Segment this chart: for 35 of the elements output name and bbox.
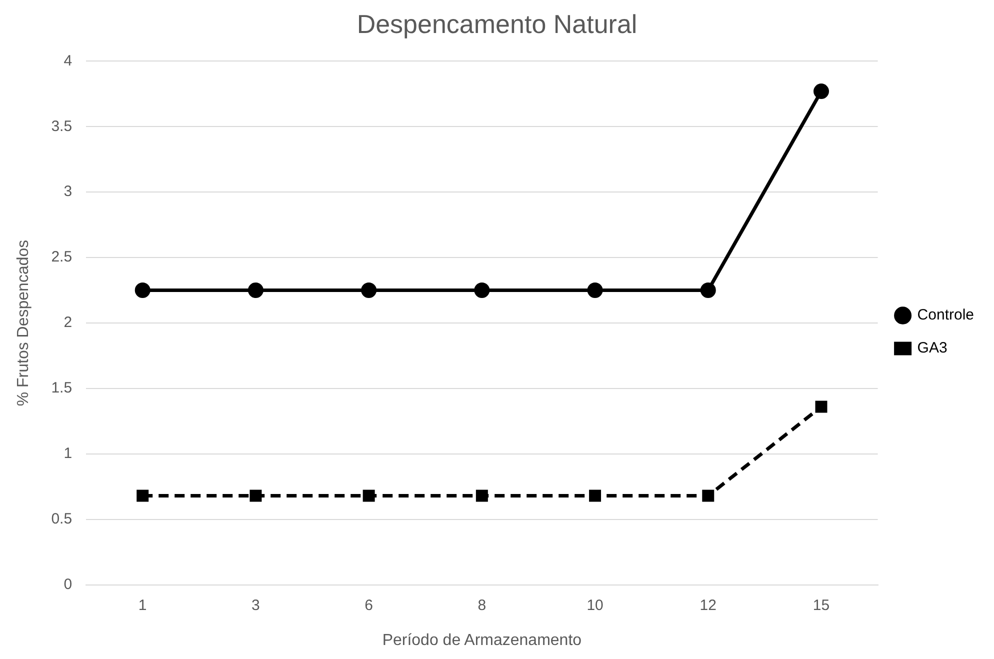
x-tick-label: 10 [586,596,604,614]
y-tick-label: 0 [64,576,72,593]
y-tick-label: 0.5 [51,510,72,528]
point [476,490,488,502]
y-tick-label: 2.5 [51,248,72,266]
point [587,282,603,298]
point [702,490,714,502]
legend-label: Controle [917,306,974,324]
y-tick-label: 3.5 [51,118,72,135]
point [589,490,602,502]
chart-title: Despencamento Natural [356,8,638,39]
point [361,282,377,298]
x-tick-label: 8 [478,596,486,614]
point [134,282,150,298]
point [815,400,828,413]
y-tick-label: 3 [64,183,72,200]
legend-label: GA3 [917,340,948,357]
y-tick-label: 1 [64,445,72,462]
point [136,490,149,502]
x-tick-label: 6 [364,596,373,614]
point [248,282,264,298]
point [700,282,716,298]
point [814,84,829,100]
point [362,490,375,502]
y-axis-title: % Frutos Despencados [15,240,32,406]
x-tick-label: 15 [812,596,830,614]
point [250,490,262,502]
x-axis-title: Período de Armazenamento [382,632,582,649]
x-tick-label: 3 [252,596,260,614]
y-tick-label: 4 [64,52,72,70]
y-tick-label: 2 [64,314,72,332]
y-tick-label: 1.5 [51,380,72,397]
x-tick-label: 1 [138,596,147,614]
point [474,282,490,298]
x-tick-label: 12 [700,596,716,614]
